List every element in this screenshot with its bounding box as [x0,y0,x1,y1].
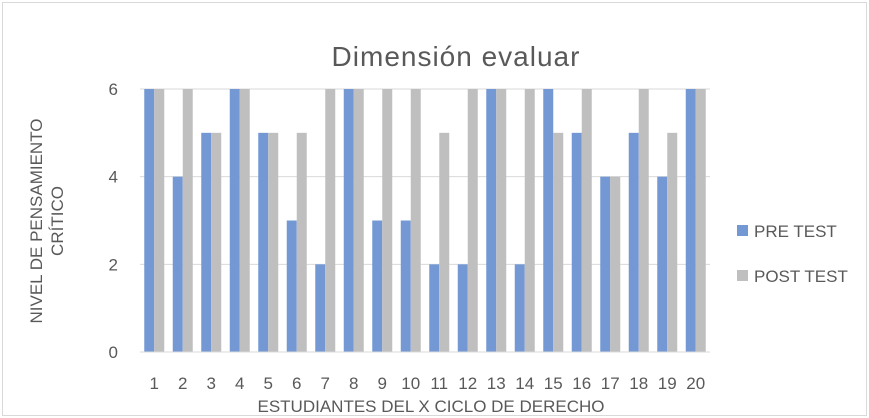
bar-post-test [410,89,421,352]
x-tick-label: 17 [601,374,620,393]
x-axis-title: ESTUDIANTES DEL X CICLO DE DERECHO [258,397,605,416]
legend-swatch [737,225,748,236]
bar-pre-test [429,264,440,352]
bar-post-test [667,132,678,352]
x-tick-label: 13 [487,374,506,393]
x-tick-label: 11 [430,374,448,393]
bar-post-test [581,89,592,352]
bar-pre-test [172,176,183,352]
x-tick-label: 10 [401,374,420,393]
x-tick-label: 18 [629,374,648,393]
y-tick-label: 6 [109,80,118,99]
x-tick-label: 6 [292,374,301,393]
bar-pre-test [685,89,696,352]
bar-post-test [439,132,450,352]
x-tick-label: 1 [150,374,159,393]
x-tick-label: 9 [378,374,387,393]
y-axis-title-line-2: CRÍTICO [48,186,67,256]
x-tick-label: 15 [544,374,563,393]
bar-post-test [182,89,193,352]
x-tick-label: 8 [349,374,358,393]
legend-swatch [737,270,748,281]
bar-post-test [325,89,336,352]
bar-pre-test [286,220,297,352]
bar-pre-test [201,132,212,352]
y-axis-title-line-1: NIVEL DE PENSAMIENTO [27,119,46,324]
bar-post-test [353,89,364,352]
bar-pre-test [400,220,411,352]
x-tick-label: 12 [458,374,477,393]
y-axis-title: NIVEL DE PENSAMIENTO CRÍTICO [27,119,67,324]
x-tick-label: 14 [515,374,534,393]
bar-post-test [296,132,307,352]
y-tick-label: 2 [109,255,118,274]
bar-pre-test [144,89,155,352]
bar-pre-test [457,264,468,352]
bar-pre-test [315,264,326,352]
x-tick-label: 2 [178,374,187,393]
bar-pre-test [657,176,668,352]
bar-post-test [154,89,165,352]
y-tick-label: 0 [109,343,118,362]
bar-pre-test [600,176,611,352]
x-tick-label: 5 [264,374,273,393]
bar-post-test [610,176,621,352]
bar-pre-test [258,132,269,352]
legend: PRE TEST POST TEST [737,222,848,286]
bar-pre-test [543,89,554,352]
bar-pre-test [372,220,383,352]
legend-label: POST TEST [754,267,848,286]
bar-post-test [695,89,706,352]
bar-pre-test [571,132,582,352]
bar-pre-test [486,89,497,352]
legend-label: PRE TEST [754,222,837,241]
x-tick-label: 19 [658,374,677,393]
bar-pre-test [514,264,525,352]
x-tick-label: 3 [207,374,216,393]
bar-pre-test [343,89,354,352]
x-tick-label: 7 [321,374,330,393]
bar-post-test [496,89,507,352]
x-tick-label: 20 [686,374,705,393]
x-tick-label: 4 [235,374,244,393]
bar-post-test [553,132,564,352]
x-tick-label: 16 [572,374,591,393]
bar-post-test [239,89,250,352]
chart-title: Dimensión evaluar [332,41,581,72]
bar-pre-test [229,89,240,352]
bar-post-test [524,89,535,352]
bar-post-test [268,132,279,352]
bar-post-test [638,89,649,352]
bar-pre-test [628,132,639,352]
bar-post-test [211,132,222,352]
y-tick-label: 4 [109,168,118,187]
bar-post-test [467,89,478,352]
bar-post-test [382,89,393,352]
